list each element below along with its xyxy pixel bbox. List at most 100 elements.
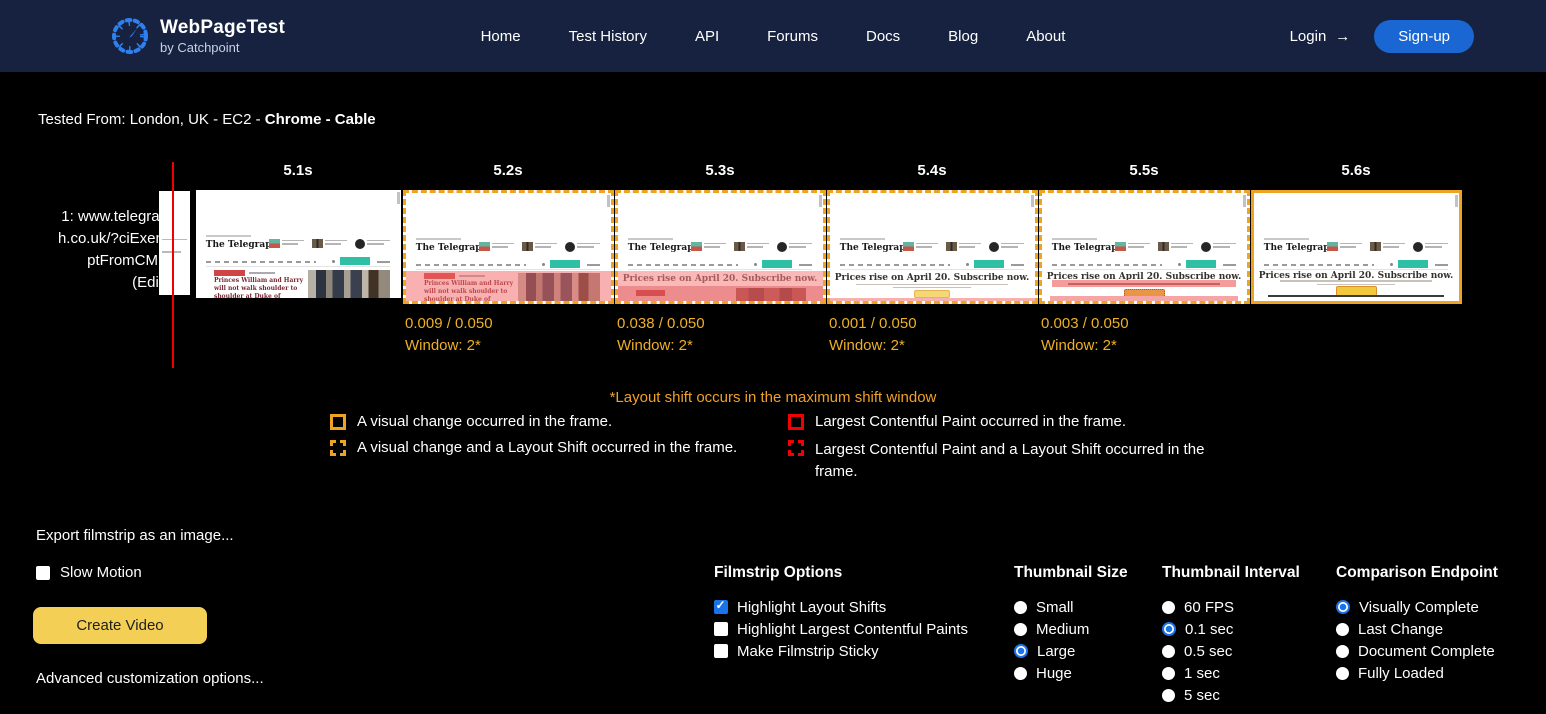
frame-cls-value: 0.001 / 0.050 xyxy=(829,315,917,332)
endpoint-fully-loaded: Fully Loaded xyxy=(1336,662,1498,684)
option-label: Huge xyxy=(1036,664,1072,682)
brand-title: WebPageTest xyxy=(160,17,286,38)
layout-shift-overlay xyxy=(829,297,1035,301)
export-title: Export filmstrip as an image... xyxy=(36,527,234,544)
frame-cls-value: 0.009 / 0.050 xyxy=(405,315,493,332)
subscribe-headline: Prices rise on April 20. Subscribe now. xyxy=(1046,271,1242,282)
size-small: Small xyxy=(1014,596,1128,618)
filmstrip-frame: 5.1s The Telegraph Princes William and H… xyxy=(192,162,404,298)
filmstrip-frame: 5.4s The Telegraph Prices rise on April … xyxy=(826,162,1038,357)
article-photo xyxy=(308,269,391,298)
nav-link-docs[interactable]: Docs xyxy=(865,27,901,45)
frame-time: 5.2s xyxy=(493,162,523,179)
thumbnail-interval-group: Thumbnail Interval 60 FPS 0.1 sec 0.5 se… xyxy=(1162,564,1300,706)
layout-shift-overlay xyxy=(1051,280,1237,288)
frame-thumbnail[interactable]: The Telegraph Prices rise on April 20. S… xyxy=(1250,190,1462,304)
subscribe-headline: Prices rise on April 20. Subscribe now. xyxy=(834,272,1030,283)
page-url-line: h.co.uk/?ciExem xyxy=(57,230,168,247)
slow-motion-option: Slow Motion xyxy=(36,564,142,581)
nav-link-api[interactable]: API xyxy=(694,27,720,45)
nav-link-blog[interactable]: Blog xyxy=(948,27,979,45)
login-link[interactable]: Login → xyxy=(1290,28,1351,45)
lcp-icon xyxy=(788,414,804,430)
radio-button[interactable] xyxy=(1336,600,1350,614)
option-highlight-layout-shifts: Highlight Layout Shifts xyxy=(714,596,968,618)
option-label: 0.5 sec xyxy=(1184,642,1233,660)
option-label: 5 sec xyxy=(1184,686,1220,704)
signup-button[interactable]: Sign-up xyxy=(1374,19,1474,53)
layout-shift-overlay xyxy=(405,271,611,301)
endpoint-document-complete: Document Complete xyxy=(1336,640,1498,662)
slow-motion-checkbox[interactable] xyxy=(36,565,50,580)
page-url-line: 1: www.telegrap xyxy=(61,208,168,225)
radio-button[interactable] xyxy=(1162,644,1175,658)
nav-link-forums[interactable]: Forums xyxy=(767,27,818,45)
frame-thumbnail[interactable]: The Telegraph Princes William and Harry … xyxy=(402,190,614,304)
option-label: 60 FPS xyxy=(1184,598,1235,616)
radio-button[interactable] xyxy=(1014,600,1027,614)
legend-lcp: Largest Contentful Paint occurred in the… xyxy=(788,413,1126,430)
create-video-button[interactable]: Create Video xyxy=(33,607,207,644)
telegraph-masthead: The Telegraph xyxy=(415,242,489,253)
thumb-scrollbar xyxy=(606,195,610,207)
frame-cls-value: 0.038 / 0.050 xyxy=(617,315,705,332)
size-large: Large xyxy=(1014,640,1128,662)
option-label: 1 sec xyxy=(1184,664,1220,682)
option-label: Visually Complete xyxy=(1359,598,1479,616)
radio-button[interactable] xyxy=(1162,622,1176,636)
frame-cls-value: 0.003 / 0.050 xyxy=(1041,315,1129,332)
option-label: Make Filmstrip Sticky xyxy=(737,642,879,660)
option-highlight-lcp: Highlight Largest Contentful Paints xyxy=(714,618,968,640)
radio-button[interactable] xyxy=(1336,644,1349,658)
lcp-shift-icon xyxy=(788,440,804,456)
advanced-options-link[interactable]: Advanced customization options... xyxy=(36,670,264,687)
frame-thumbnail[interactable]: The Telegraph Prices rise on April 20. S… xyxy=(614,190,826,304)
telegraph-masthead: The Telegraph xyxy=(839,242,913,253)
nav-link-home[interactable]: Home xyxy=(480,27,521,45)
checkbox[interactable] xyxy=(714,644,728,658)
login-label: Login xyxy=(1289,27,1327,45)
thumb-scrollbar xyxy=(1454,195,1458,207)
thumbnail-size-group: Thumbnail Size Small Medium Large Huge xyxy=(1014,564,1128,684)
interval-0-5-sec: 0.5 sec xyxy=(1162,640,1300,662)
radio-button[interactable] xyxy=(1014,666,1027,680)
legend-visual-change-shift: A visual change and a Layout Shift occur… xyxy=(330,439,737,456)
interval-0-1-sec: 0.1 sec xyxy=(1162,618,1300,640)
group-title: Filmstrip Options xyxy=(714,564,843,581)
frame-time: 5.5s xyxy=(1129,162,1159,179)
radio-button[interactable] xyxy=(1162,600,1175,614)
radio-button[interactable] xyxy=(1162,688,1175,702)
filmstrip-frame: 5.6s The Telegraph Prices rise on April … xyxy=(1250,162,1462,304)
tested-from-text: Tested From: London, UK - EC2 - xyxy=(38,111,265,128)
group-title: Comparison Endpoint xyxy=(1336,564,1498,581)
frame-time: 5.1s xyxy=(283,162,313,179)
checkbox[interactable] xyxy=(714,598,728,614)
subscribe-headline: Prices rise on April 20. Subscribe now. xyxy=(1258,270,1454,281)
option-label: Last Change xyxy=(1358,620,1444,638)
telegraph-masthead: The Telegraph xyxy=(1051,242,1125,253)
frame-thumbnail[interactable]: The Telegraph Prices rise on April 20. S… xyxy=(826,190,1038,304)
frame-thumbnail[interactable]: The Telegraph Prices rise on April 20. S… xyxy=(1038,190,1250,304)
edit-link[interactable]: (Edit) xyxy=(132,274,168,291)
max-shift-window-note: *Layout shift occurs in the maximum shif… xyxy=(609,389,937,406)
filmstrip-options-group: Filmstrip Options Highlight Layout Shift… xyxy=(714,564,968,662)
radio-button[interactable] xyxy=(1014,644,1028,658)
frame-thumbnail[interactable]: The Telegraph Princes William and Harry … xyxy=(195,190,401,298)
filmstrip-frame: 5.3s The Telegraph Prices rise on April … xyxy=(614,162,826,357)
radio-button[interactable] xyxy=(1162,666,1175,680)
nav-link-about[interactable]: About xyxy=(1026,27,1066,45)
interval-1-sec: 1 sec xyxy=(1162,662,1300,684)
option-label: Document Complete xyxy=(1358,642,1495,660)
legend-label: A visual change occurred in the frame. xyxy=(357,413,613,430)
radio-button[interactable] xyxy=(1336,666,1349,680)
telegraph-masthead: The Telegraph xyxy=(627,242,701,253)
nav-link-test-history[interactable]: Test History xyxy=(568,27,647,45)
radio-button[interactable] xyxy=(1014,622,1027,636)
radio-button[interactable] xyxy=(1336,622,1349,636)
thumb-scrollbar xyxy=(1242,195,1246,207)
divider xyxy=(1267,295,1445,298)
brand-logo[interactable]: WebPageTest by Catchpoint xyxy=(110,16,285,56)
checkbox[interactable] xyxy=(714,622,728,636)
visual-change-shift-icon xyxy=(330,440,346,456)
